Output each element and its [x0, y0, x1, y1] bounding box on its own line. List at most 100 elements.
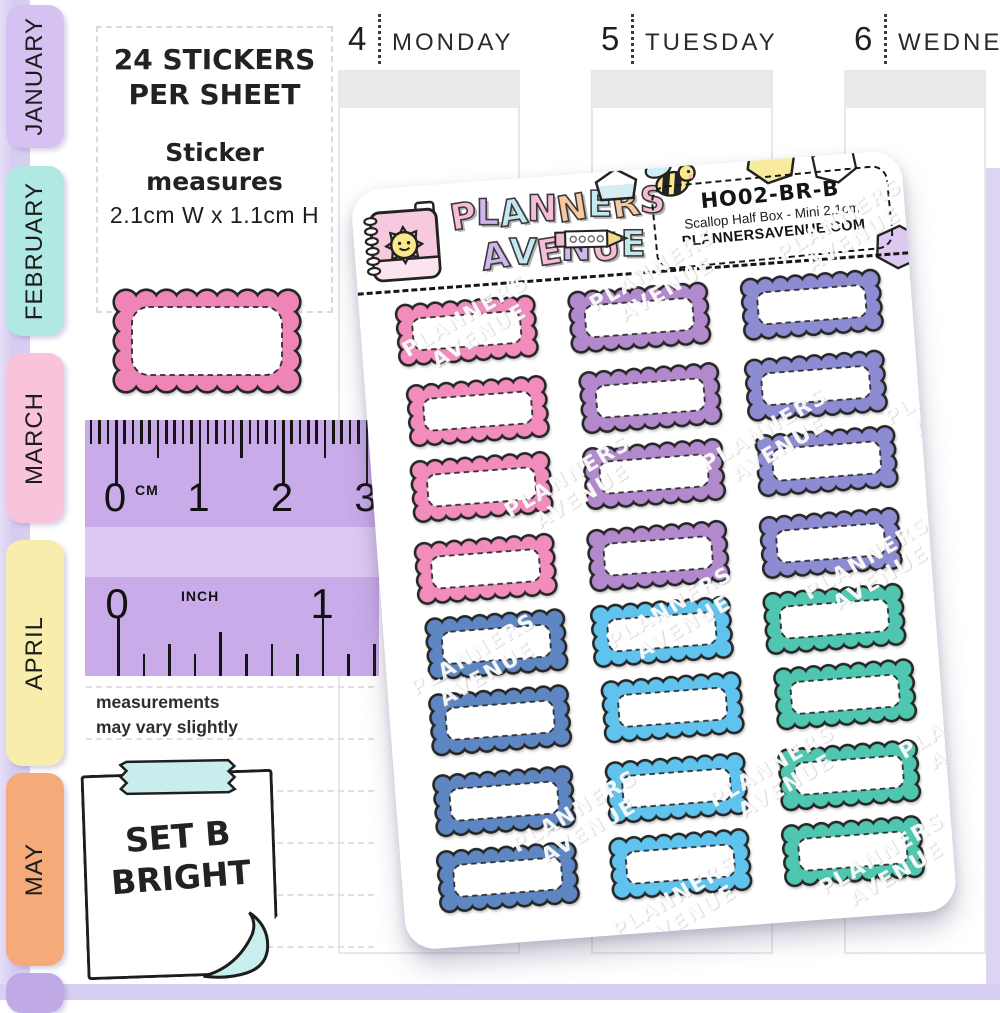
ruler-tick [248, 420, 252, 444]
sticker-measures-label: Sticker measures [146, 138, 283, 196]
scallop-sticker [753, 424, 900, 503]
ruler: CM 0 1 2 3 INCH 0 1 [85, 420, 379, 676]
month-tab-label: FEBRUARY [21, 181, 48, 321]
day-name: TUESDAY [645, 29, 778, 56]
day-separator-dotted [631, 14, 634, 64]
day-column-header-bar [340, 72, 518, 108]
set-note: SET B BRIGHT [80, 758, 279, 981]
scallop-sticker [427, 683, 574, 762]
day-number: 5 [601, 20, 620, 57]
logo-planners-letter: N [526, 188, 558, 231]
scallop-sticker [743, 349, 890, 428]
month-tab-label: JANUARY [21, 17, 48, 136]
scallop-sticker [423, 607, 570, 686]
scallop-sticker [585, 518, 732, 597]
ruler-tick [332, 420, 335, 444]
scallop-sticker [758, 505, 905, 584]
ruler-inch-number: 1 [310, 580, 334, 627]
scallop-sticker [776, 738, 923, 817]
month-tab-january: JANUARY [6, 5, 64, 148]
scallop-sticker [780, 814, 927, 893]
ruler-tick [106, 420, 110, 444]
ruler-tick [315, 420, 318, 444]
ruler-tick [123, 420, 126, 444]
ruler-tick [181, 420, 185, 444]
scallop-sticker [431, 764, 578, 843]
page-curl-icon [203, 911, 270, 979]
ruler-cm-number: 0 [103, 476, 127, 520]
logo-planners-letter: A [496, 190, 532, 237]
ruler-tick [347, 654, 350, 676]
ruler-middle-band [85, 527, 379, 577]
ruler-tick [373, 644, 376, 676]
scallop-sticker [405, 374, 552, 453]
logo-avenue-letter: A [477, 234, 513, 281]
scallop-sticker [599, 670, 746, 749]
month-tab-may: MAY [6, 773, 64, 966]
ruler-tick [245, 654, 248, 676]
ruler-tick [165, 420, 168, 444]
ruler-tick [89, 420, 93, 444]
washi-tape-icon [118, 758, 237, 796]
sun-icon [384, 224, 425, 266]
scallop-sticker [761, 581, 908, 660]
month-tab-february: FEBRUARY [6, 166, 64, 336]
ruler-tick [298, 420, 302, 444]
scallop-sticker [394, 293, 541, 372]
ruler-tick [215, 420, 218, 444]
planner-right-edge-strip [986, 168, 1000, 1000]
sticker-info-box: 24 STICKERS PER SHEET Sticker measures 2… [96, 26, 333, 313]
logo-planners-letter: P [446, 194, 480, 240]
ruler-tick [340, 420, 343, 444]
scallop-sticker [412, 531, 559, 610]
ruler-tick [273, 420, 277, 444]
ruler-tick [290, 420, 293, 444]
ruled-line [86, 738, 374, 740]
scallop-sticker [589, 594, 736, 673]
ruler-tick [190, 420, 193, 444]
ruler-tick [148, 420, 151, 444]
ruler-tick [115, 420, 118, 484]
ruler-inch-number: 0 [105, 580, 129, 627]
ruled-line [86, 686, 374, 688]
ruler-tick [240, 420, 243, 458]
stickers-per-sheet-claim: 24 STICKERS PER SHEET [113, 43, 316, 111]
planner-bottom-edge-strip [0, 984, 1000, 1000]
month-tab-march: MARCH [6, 353, 64, 523]
scallop-sticker [604, 751, 751, 830]
logo-planners-letter: N [553, 185, 591, 232]
ruler-tick [223, 420, 227, 444]
logo-avenue-letter: V [508, 231, 538, 274]
notebook-logo-icon [363, 200, 442, 283]
sticker-grid [350, 150, 925, 914]
day-column-header-bar [846, 72, 984, 108]
note-text: SET B BRIGHT [109, 812, 253, 903]
ruler-tick [357, 420, 360, 444]
month-tab-label: MARCH [21, 391, 48, 485]
scallop-sticker [408, 450, 555, 529]
scallop-sticker [607, 827, 754, 906]
scallop-sticker [739, 267, 886, 346]
ruler-tick [365, 420, 368, 484]
measurement-disclaimer: measurements may vary slightly [96, 692, 239, 738]
ruler-tick [256, 420, 260, 444]
sticker-measures-value: 2.1cm W x 1.1cm H [109, 202, 320, 228]
ruler-cm-number: 1 [187, 476, 210, 520]
ruler-tick [140, 420, 143, 444]
ruler-inch-unit-label: INCH [181, 588, 220, 604]
day-name: WEDNE [898, 29, 1000, 56]
ruler-tick [193, 654, 197, 676]
gem-doodle-icon [594, 167, 638, 202]
ruler-tick [231, 420, 235, 444]
ruler-tick [198, 420, 201, 484]
ruler-tick [219, 632, 222, 676]
ruler-tick [296, 654, 299, 676]
ruler-tick [206, 420, 210, 444]
ruler-tick [142, 654, 146, 676]
ruler-cm-unit-label: CM [135, 482, 159, 498]
ruler-cm-number: 2 [270, 476, 294, 520]
month-tab-label: MAY [21, 842, 48, 897]
day-name: MONDAY [392, 29, 514, 56]
day-column-header-bar [593, 72, 771, 108]
day-separator-dotted [884, 14, 887, 64]
